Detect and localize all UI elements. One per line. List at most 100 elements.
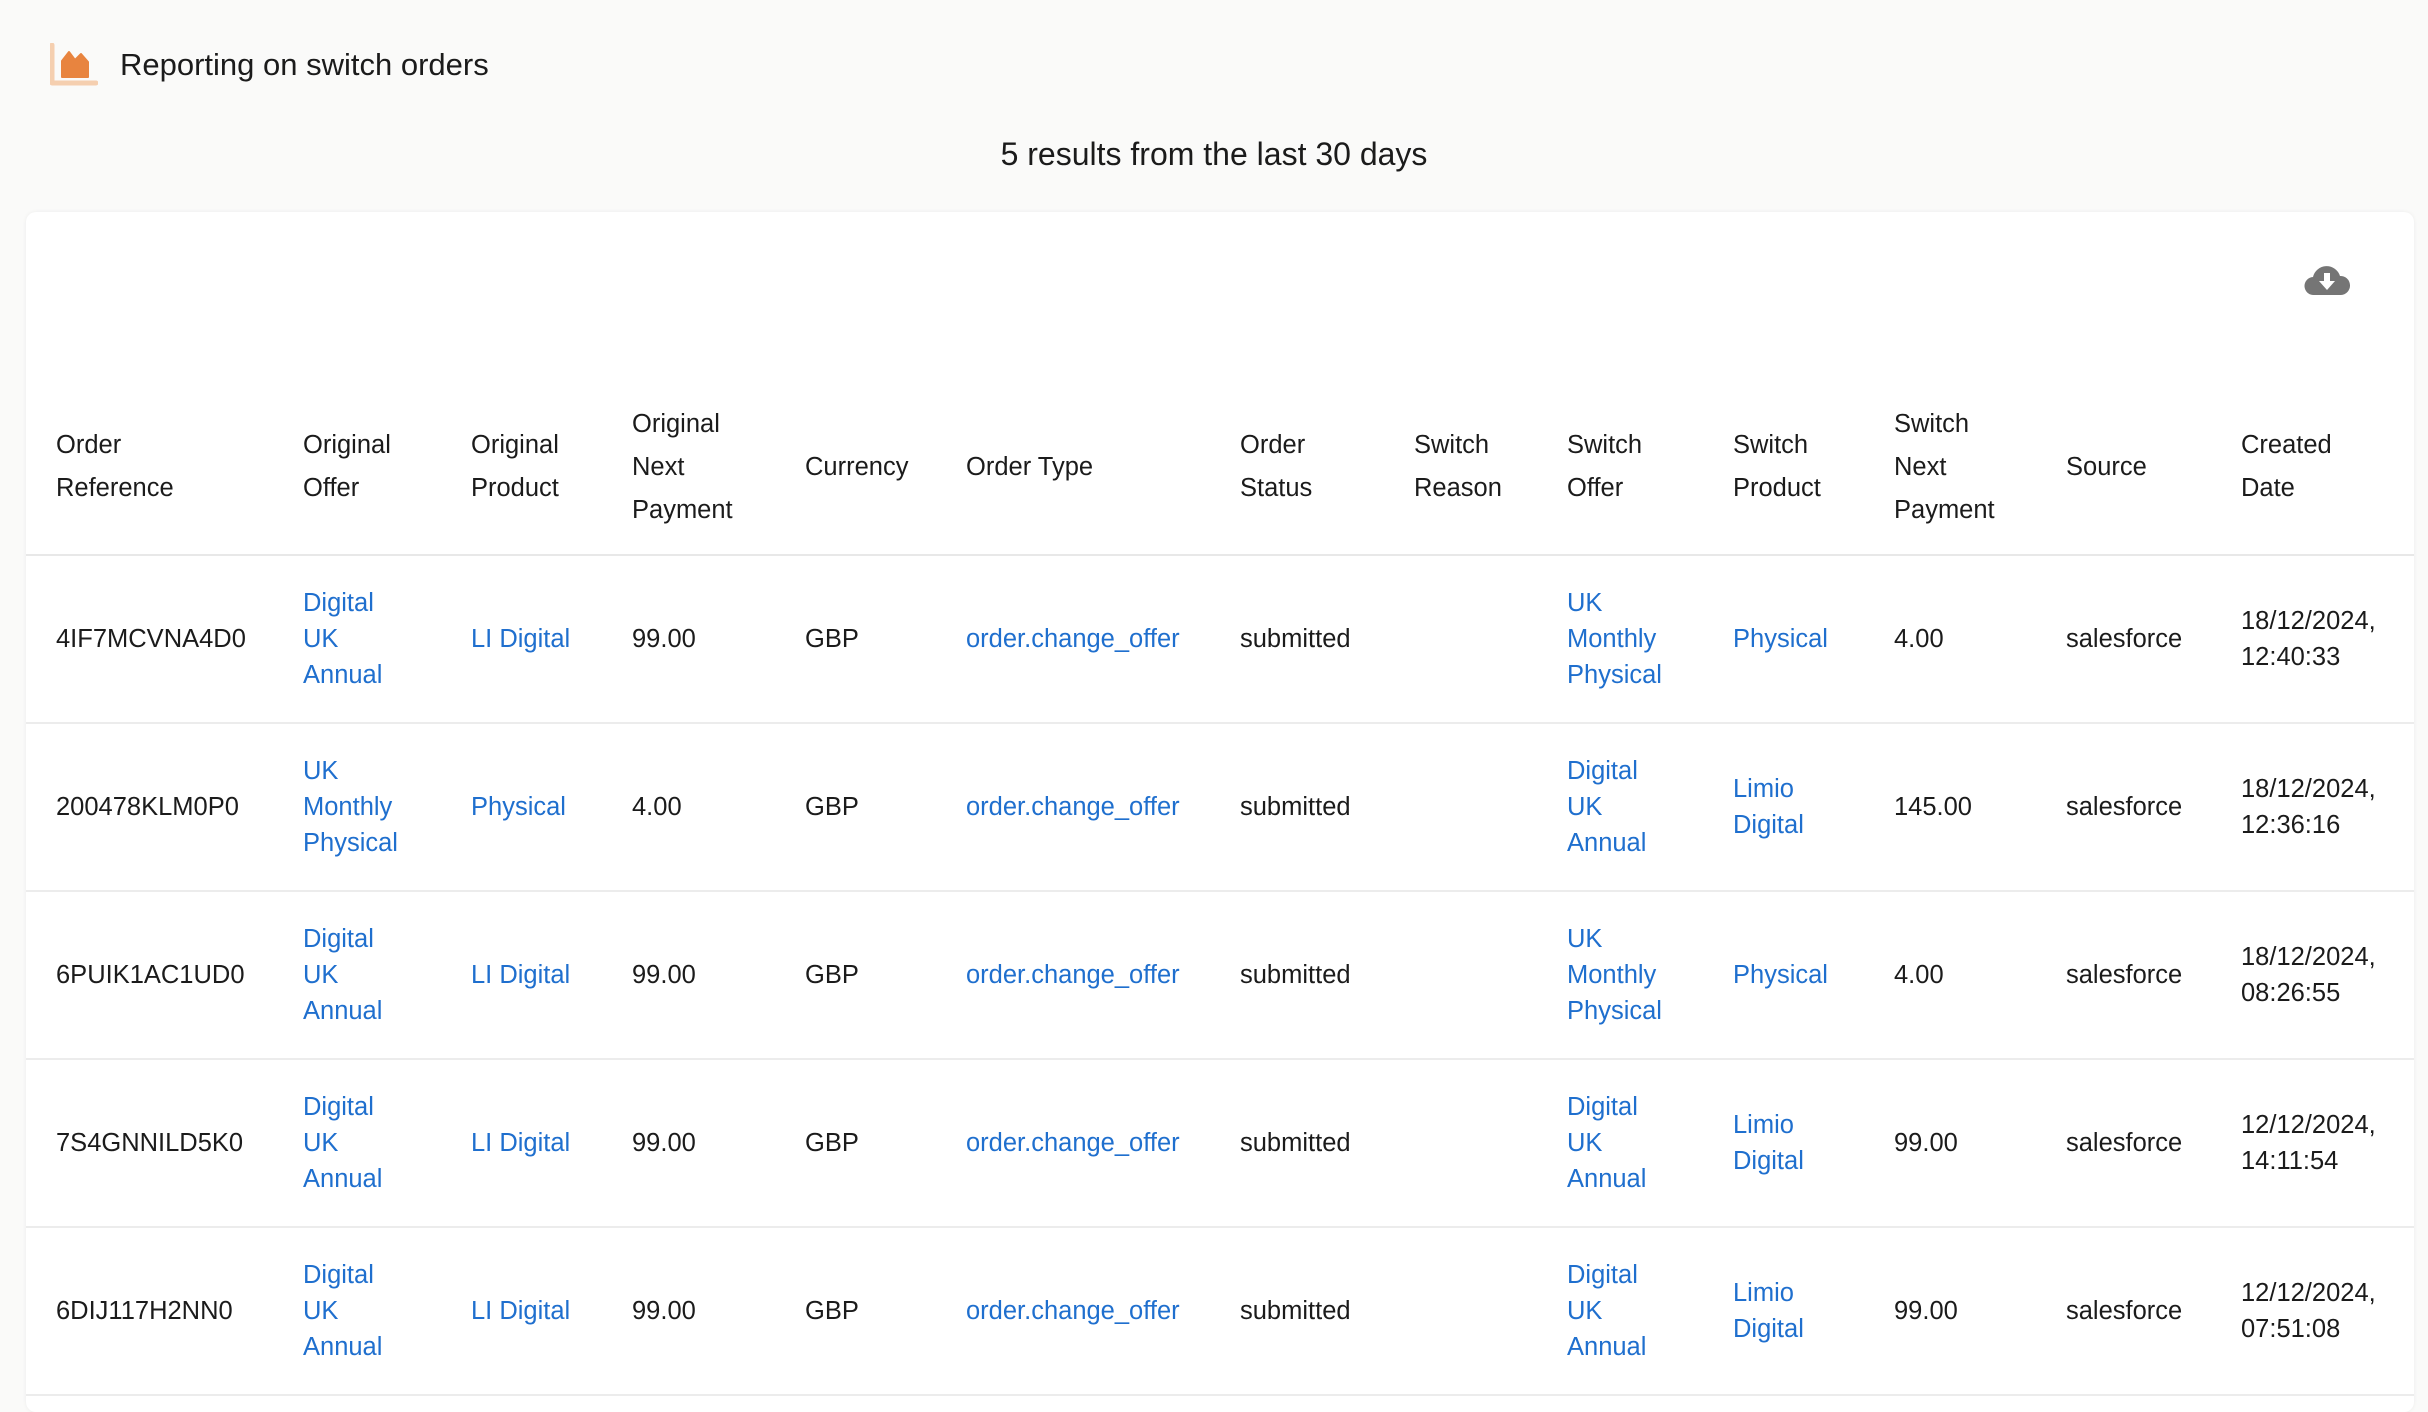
column-header-switch-reason: Switch Reason [1414,380,1567,556]
cell-order-reference: 4IF7MCVNA4D0 [26,555,303,724]
cell-original-product: LI Digital [471,1227,632,1396]
switch-offer-link[interactable]: UK Monthly Physical [1567,925,1662,1025]
order-type-link[interactable]: order.change_offer [966,1129,1180,1157]
source-value: salesforce [2066,961,2183,989]
cell-switch-next-payment: 145.00 [1894,723,2066,892]
column-header-label: Original Product [471,431,559,502]
cell-created-date: 18/12/2024, 12:36:16 [2241,723,2414,892]
column-header-label: Switch Reason [1414,431,1502,502]
column-header-original-offer: Original Offer [303,380,471,556]
cell-original-next-payment: 4.00 [632,723,805,892]
original-product-link[interactable]: LI Digital [471,1129,571,1157]
cell-original-product: LI Digital [471,1059,632,1228]
switch-next-payment-value: 4.00 [1894,961,1944,989]
original-next-payment-value: 99.00 [632,625,696,653]
currency-value: GBP [805,1297,859,1325]
switch-product-link[interactable]: Limio Digital [1733,1111,1804,1175]
table-row: 4IF7MCVNA4D0 Digital UK Annual LI Digital 9… [26,555,2414,724]
order-reference-value: 6PUIK1AC1UD0 [56,961,245,989]
created-date-value: 12/12/2024, 07:51:08 [2241,1279,2376,1343]
cell-original-product: LI Digital [471,555,632,724]
switch-next-payment-value: 99.00 [1894,1297,1958,1325]
cell-order-status: submitted [1240,1059,1414,1228]
switch-offer-link[interactable]: Digital UK Annual [1567,1261,1647,1361]
column-header-label: Order Reference [56,431,174,502]
table-header-row: Order Reference Original Offer Original Pr… [26,380,2414,556]
cell-switch-product: Physical [1733,891,1894,1060]
created-date-value: 18/12/2024, 12:40:33 [2241,607,2376,671]
order-status-value: submitted [1240,1297,1351,1325]
column-header-label: Switch Product [1733,431,1821,502]
column-header-label: Switch Next Payment [1894,409,1995,524]
order-reference-value: 7S4GNNILD5K0 [56,1129,244,1157]
cell-original-next-payment: 99.00 [632,891,805,1060]
switch-offer-link[interactable]: Digital UK Annual [1567,1093,1647,1193]
cell-currency: GBP [805,1227,966,1396]
switch-offer-link[interactable]: UK Monthly Physical [1567,589,1662,689]
cell-switch-reason [1414,891,1567,1060]
cell-switch-next-payment: 99.00 [1894,1227,2066,1396]
original-product-link[interactable]: LI Digital [471,1297,571,1325]
column-header-original-product: Original Product [471,380,632,556]
cell-source: salesforce [2066,723,2241,892]
cell-source: salesforce [2066,555,2241,724]
original-offer-link[interactable]: UK Monthly Physical [303,757,398,857]
order-type-link[interactable]: order.change_offer [966,1297,1180,1325]
cell-order-type: order.change_offer [966,891,1240,1060]
original-next-payment-value: 4.00 [632,793,682,821]
cell-switch-reason [1414,555,1567,724]
original-offer-link[interactable]: Digital UK Annual [303,1093,383,1193]
original-product-link[interactable]: Physical [471,793,566,821]
switch-product-link[interactable]: Limio Digital [1733,1279,1804,1343]
original-next-payment-value: 99.00 [632,1129,696,1157]
column-header-label: Original Next Payment [632,409,733,524]
switch-offer-link[interactable]: Digital UK Annual [1567,757,1647,857]
order-status-value: submitted [1240,625,1351,653]
cell-order-reference: 200478KLM0P0 [26,723,303,892]
cell-order-type: order.change_offer [966,1227,1240,1396]
table-row: 6DIJ117H2NN0 Digital UK Annual LI Digital 9… [26,1227,2414,1396]
original-offer-link[interactable]: Digital UK Annual [303,1261,383,1361]
cell-switch-offer: Digital UK Annual [1567,723,1733,892]
cell-currency: GBP [805,891,966,1060]
column-header-order-type: Order Type [966,380,1240,556]
original-next-payment-value: 99.00 [632,1297,696,1325]
order-type-link[interactable]: order.change_offer [966,961,1180,989]
cell-switch-offer: Digital UK Annual [1567,1227,1733,1396]
cell-switch-reason [1414,1227,1567,1396]
source-value: salesforce [2066,1129,2183,1157]
table-row: 6PUIK1AC1UD0 Digital UK Annual LI Digital 9… [26,891,2414,1060]
currency-value: GBP [805,1129,859,1157]
currency-value: GBP [805,793,859,821]
table-row: 200478KLM0P0 UK Monthly Physical Physical 4… [26,723,2414,892]
table-toolbar [26,212,2414,380]
results-summary: 5 results from the last 30 days [1000,136,1428,172]
order-type-link[interactable]: order.change_offer [966,793,1180,821]
column-header-label: Order Type [966,452,1094,481]
switch-product-link[interactable]: Limio Digital [1733,775,1804,839]
original-product-link[interactable]: LI Digital [471,961,571,989]
results-card: Order Reference Original Offer Original Pr… [26,212,2414,1412]
cloud-download-icon[interactable] [2304,262,2350,296]
original-offer-link[interactable]: Digital UK Annual [303,589,383,689]
original-offer-link[interactable]: Digital UK Annual [303,925,383,1025]
order-reference-value: 200478KLM0P0 [56,793,239,821]
column-header-label: Order Status [1240,431,1313,502]
cell-switch-next-payment: 4.00 [1894,891,2066,1060]
switch-product-link[interactable]: Physical [1733,625,1828,653]
column-header-label: Original Offer [303,431,391,502]
source-value: salesforce [2066,1297,2183,1325]
order-type-link[interactable]: order.change_offer [966,625,1180,653]
cell-order-status: submitted [1240,891,1414,1060]
switch-product-link[interactable]: Physical [1733,961,1828,989]
order-status-value: submitted [1240,793,1351,821]
cell-switch-reason [1414,723,1567,892]
cell-switch-next-payment: 4.00 [1894,555,2066,724]
column-header-order-reference: Order Reference [26,380,303,556]
currency-value: GBP [805,625,859,653]
order-status-value: submitted [1240,1129,1351,1157]
cell-switch-product: Limio Digital [1733,1227,1894,1396]
original-product-link[interactable]: LI Digital [471,625,571,653]
column-header-switch-product: Switch Product [1733,380,1894,556]
cell-original-offer: UK Monthly Physical [303,723,471,892]
